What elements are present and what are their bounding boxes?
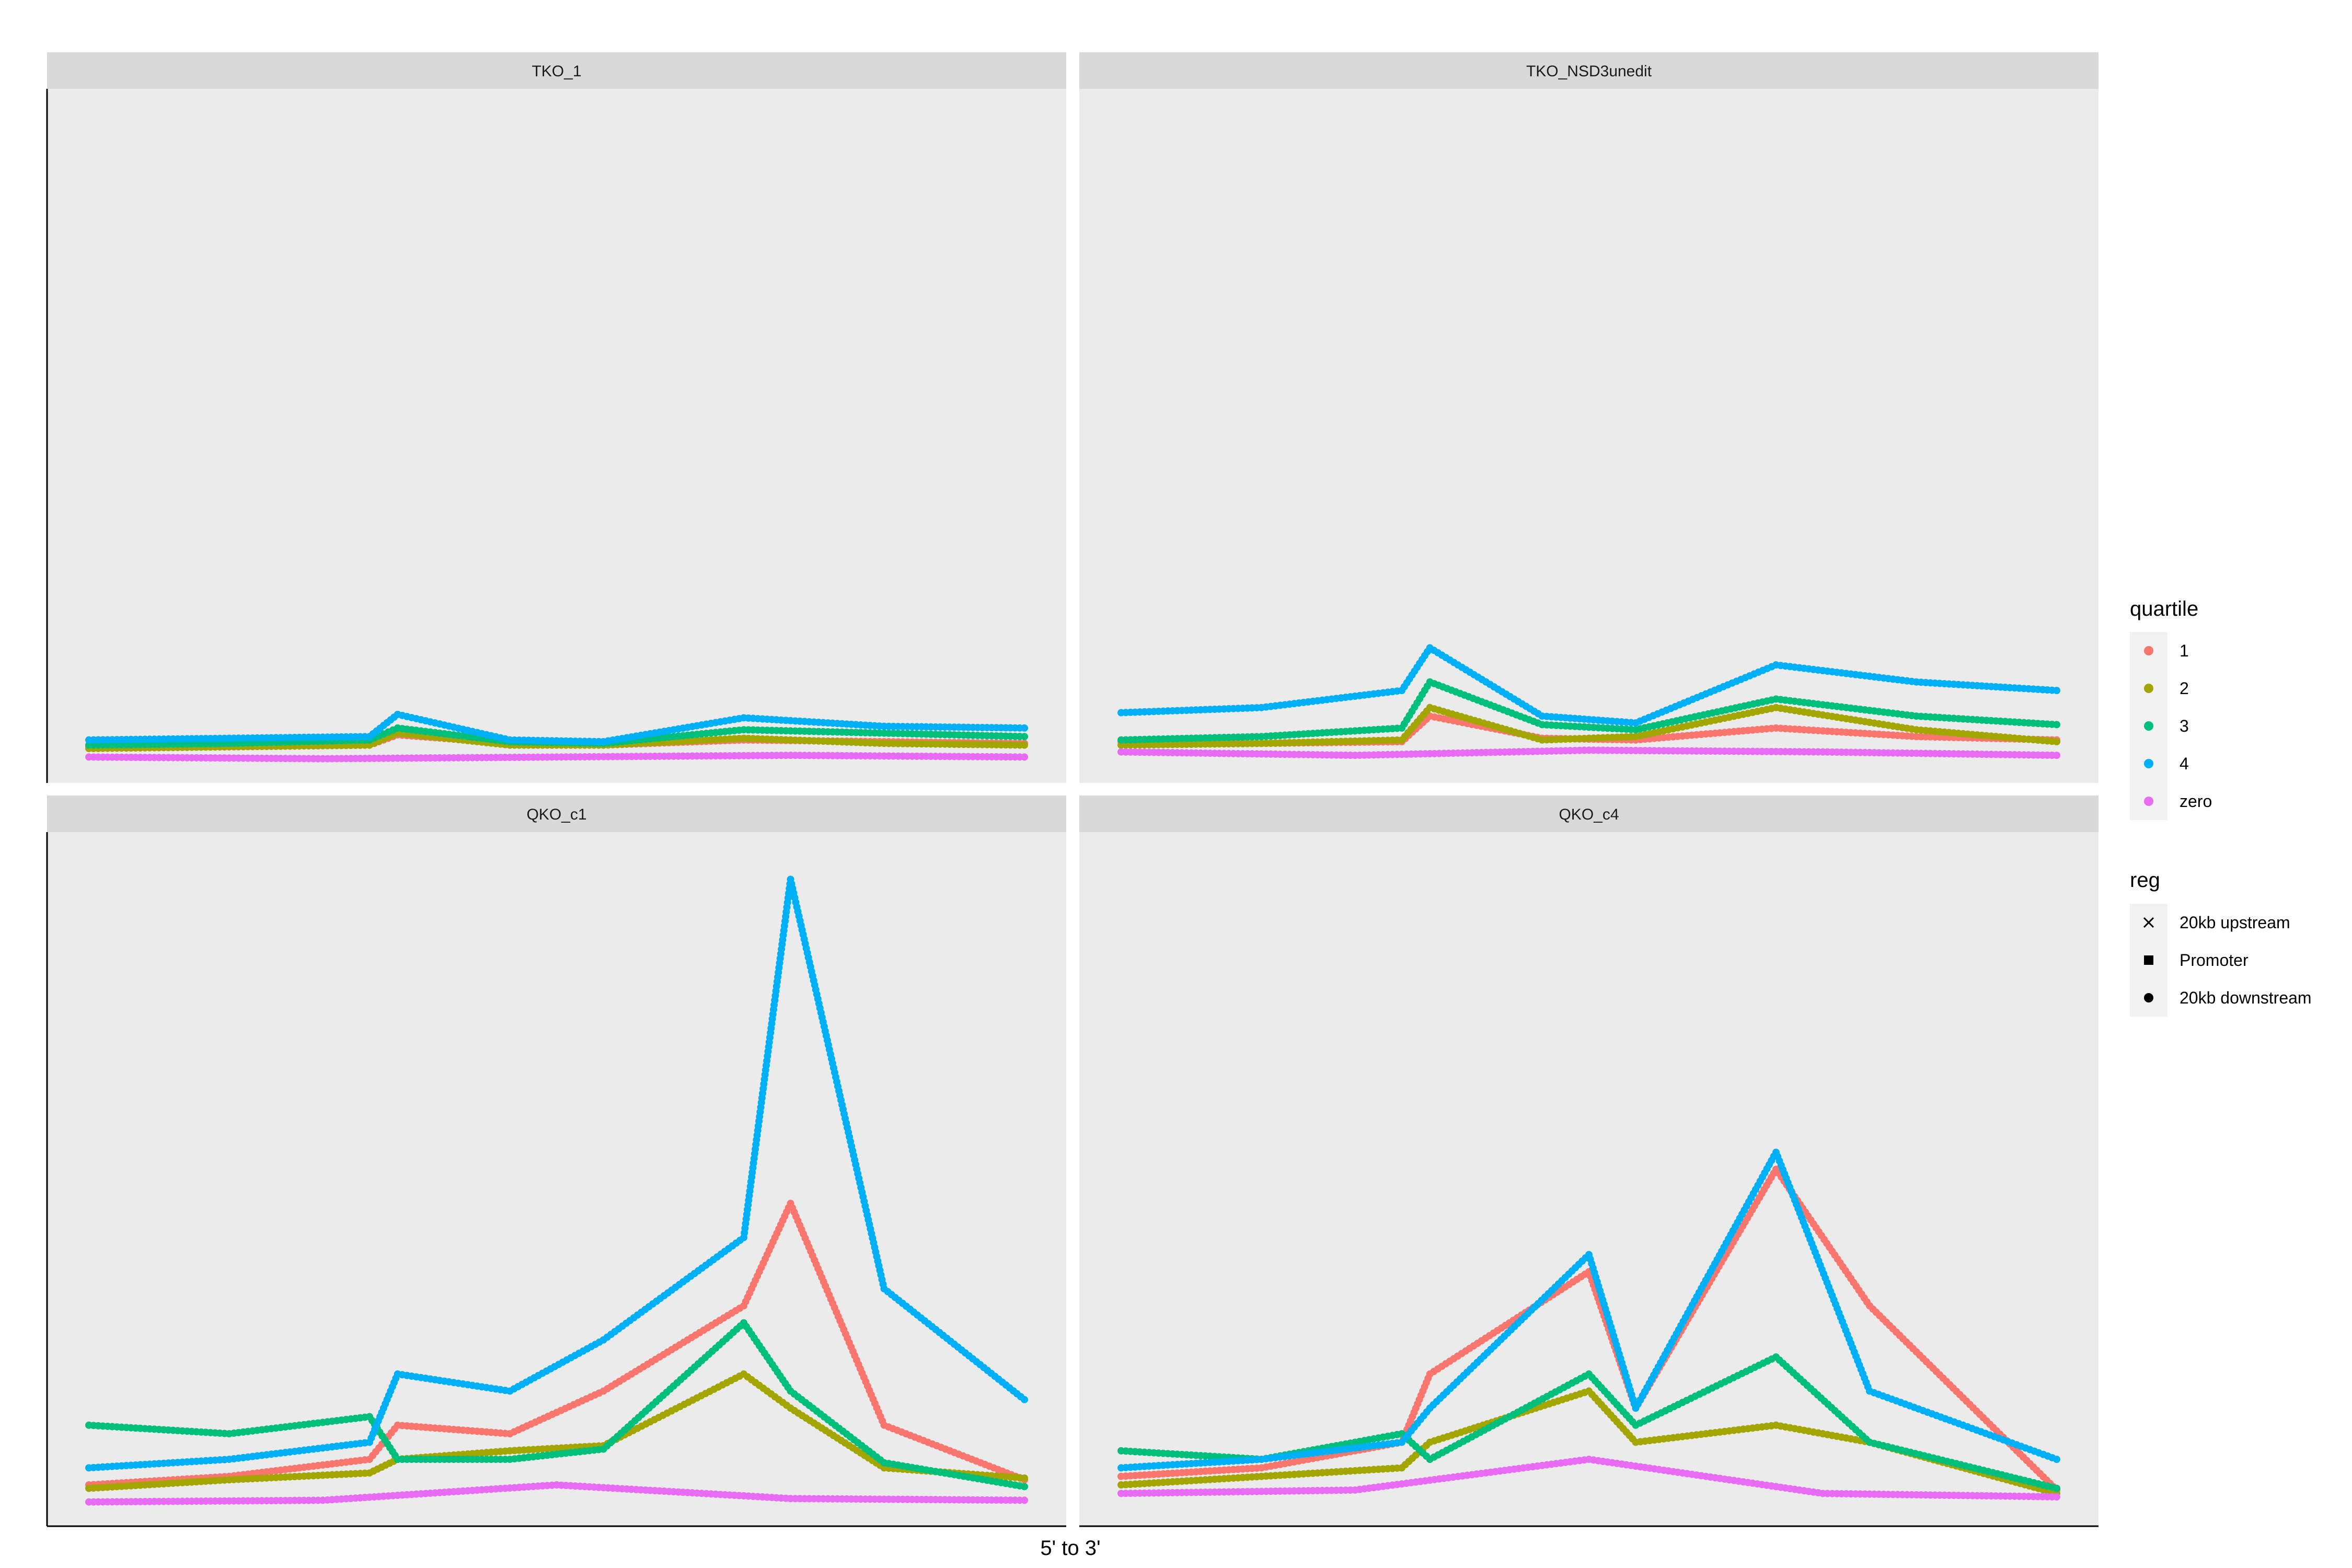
series-zero <box>1117 1456 2060 1501</box>
series-3 <box>1117 678 2060 744</box>
series-2 <box>1117 704 2060 749</box>
panel-background <box>47 89 1066 783</box>
legend-quartile: quartile 1 2 3 4 zero <box>2130 597 2212 820</box>
series-zero <box>85 1481 1028 1506</box>
data-point <box>1021 733 1028 741</box>
series-3 <box>85 1319 1028 1491</box>
data-point <box>2053 738 2060 746</box>
series-zero <box>1117 746 2060 759</box>
data-point <box>1021 1396 1028 1403</box>
legend-key-zero <box>2144 797 2153 806</box>
facet-panels: TKO_1 TKO_NSD3unedit QKO_c1 QKO_c4 <box>46 52 2099 1527</box>
data-point <box>2053 1456 2060 1463</box>
data-point <box>2053 752 2060 759</box>
facet-strip-label: TKO_1 <box>532 63 581 80</box>
legend-label: 20kb upstream <box>2180 913 2290 932</box>
legend-reg: reg 20kb upstream Promoter 20kb downstream <box>2130 869 2312 1017</box>
data-point <box>1021 1474 1028 1482</box>
facet-strip <box>47 52 1066 89</box>
facet-panel-TKO_NSD3unedit: TKO_NSD3unedit <box>1079 52 2099 783</box>
series-3 <box>85 724 1028 749</box>
circle-icon <box>2144 993 2153 1002</box>
data-point <box>1021 1496 1028 1504</box>
facet-strip <box>47 795 1066 832</box>
data-point <box>1021 724 1028 732</box>
legend-key-3 <box>2144 721 2153 731</box>
series-4 <box>85 710 1028 746</box>
x-axis-title: 5' to 3' <box>1040 1537 1100 1560</box>
series-4 <box>85 875 1028 1472</box>
data-point <box>1021 741 1028 749</box>
legend-label: 3 <box>2180 717 2189 735</box>
cross-icon <box>2143 917 2154 928</box>
facet-panel-QKO_c4: QKO_c4 <box>1079 795 2099 1527</box>
data-point <box>2053 1484 2060 1492</box>
legend-label: 1 <box>2180 641 2189 660</box>
facet-strip <box>1079 52 2099 89</box>
legend-key-1 <box>2144 646 2153 655</box>
legend-label: zero <box>2180 792 2212 811</box>
data-point <box>2053 687 2060 695</box>
facet-strip <box>1079 795 2099 832</box>
data-point <box>2053 1493 2060 1501</box>
facet-strip-label: QKO_c4 <box>1559 806 1619 823</box>
legend-title-quartile: quartile <box>2130 597 2198 620</box>
facet-strip-label: TKO_NSD3unedit <box>1526 63 1652 80</box>
series-zero <box>85 752 1028 763</box>
square-icon <box>2144 955 2153 965</box>
data-point <box>2053 721 2060 729</box>
series-4 <box>1117 644 2060 727</box>
panel-background <box>1079 89 2099 783</box>
legend-label: 20kb downstream <box>2180 988 2312 1007</box>
facet-panel-TKO_1: TKO_1 <box>46 52 1066 783</box>
facet-panel-QKO_c1: QKO_c1 <box>46 795 1066 1527</box>
data-point <box>1021 1483 1028 1491</box>
data-point <box>1021 753 1028 761</box>
facet-strip-label: QKO_c1 <box>526 806 586 823</box>
legend-label: Promoter <box>2180 951 2249 970</box>
legend-title-reg: reg <box>2130 869 2160 892</box>
legend-label: 2 <box>2180 679 2189 698</box>
legend-key-2 <box>2144 684 2153 693</box>
panel-background <box>47 832 1066 1526</box>
series-1 <box>85 1200 1028 1489</box>
legend-label: 4 <box>2180 754 2189 773</box>
series-4 <box>1117 1148 2060 1472</box>
legend-key-4 <box>2144 759 2153 768</box>
